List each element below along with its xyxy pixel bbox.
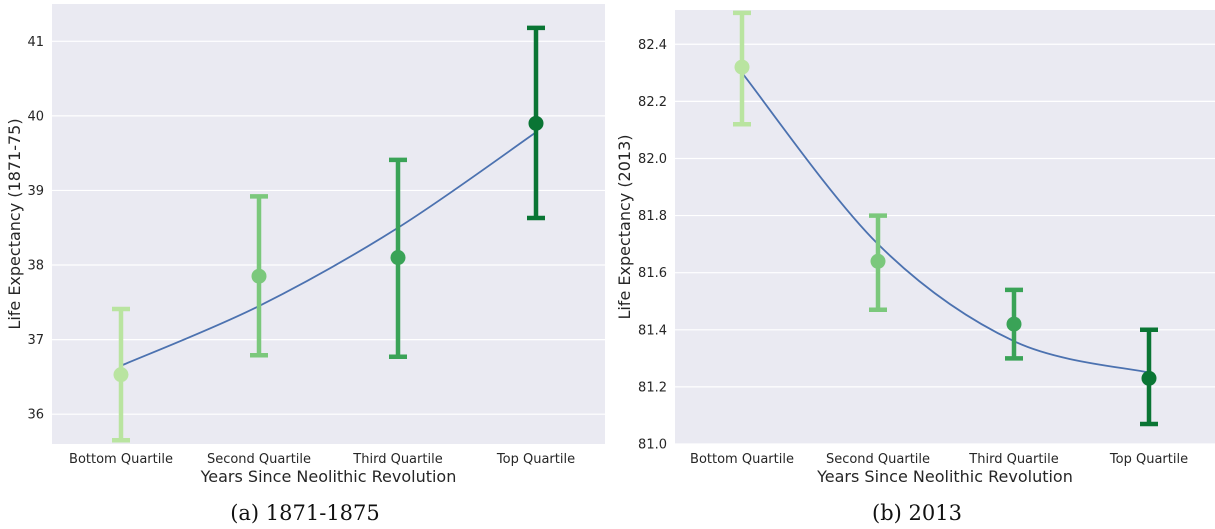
error-bar-1 xyxy=(112,306,130,443)
x-tick-label: Second Quartile xyxy=(207,452,311,467)
y-tick-label: 39 xyxy=(27,184,44,199)
x-tick-label: Third Quartile xyxy=(352,452,442,467)
x-tick-label: Top Quartile xyxy=(496,452,575,467)
error-bar-4 xyxy=(1140,327,1158,427)
y-tick-label: 81.0 xyxy=(638,438,667,453)
mean-point xyxy=(734,59,750,75)
y-axis-label: Life Expectancy (2013) xyxy=(615,134,634,319)
mean-point xyxy=(113,367,129,383)
y-tick-label: 82.4 xyxy=(638,38,667,53)
y-tick-label: 37 xyxy=(27,333,44,348)
mean-point xyxy=(1141,370,1157,386)
mean-point xyxy=(528,115,544,131)
x-tick-label: Second Quartile xyxy=(826,452,930,467)
fit-curve xyxy=(120,131,537,367)
plot-area xyxy=(52,4,605,444)
x-tick-label: Bottom Quartile xyxy=(690,452,794,467)
y-tick-label: 38 xyxy=(27,259,44,274)
x-axis-label: Years Since Neolithic Revolution xyxy=(816,467,1073,486)
y-tick-label: 36 xyxy=(27,408,44,423)
y-axis-label: Life Expectancy (1871-75) xyxy=(5,118,24,329)
x-tick-label: Bottom Quartile xyxy=(69,452,173,467)
x-tick-label: Third Quartile xyxy=(968,452,1058,467)
x-tick-label: Top Quartile xyxy=(1109,452,1188,467)
y-tick-label: 81.2 xyxy=(638,380,667,395)
y-tick-label: 82.0 xyxy=(638,152,667,167)
mean-point xyxy=(390,250,406,266)
y-tick-label: 82.2 xyxy=(638,95,667,110)
error-bar-3 xyxy=(389,157,407,359)
y-tick-label: 81.4 xyxy=(638,323,667,338)
mean-point xyxy=(1006,316,1022,332)
fit-curve xyxy=(741,72,1150,374)
caption: (b) 2013 xyxy=(872,501,962,525)
chart-panel-b: 81.0 81.2 81.4 81.6 81.8 82.0 82.2 82.4 Bottom Q… xyxy=(615,10,1215,525)
error-bar-3 xyxy=(1005,287,1023,361)
error-bar-2 xyxy=(250,194,268,358)
mean-point xyxy=(870,253,886,269)
error-bar-4 xyxy=(527,25,545,221)
caption: (a) 1871-1875 xyxy=(230,501,380,525)
error-bar-1 xyxy=(733,10,751,127)
y-tick-label: 41 xyxy=(27,35,44,50)
y-tick-label: 81.6 xyxy=(638,266,667,281)
error-bar-2 xyxy=(869,213,887,313)
y-tick-label: 40 xyxy=(27,109,44,124)
x-axis-label: Years Since Neolithic Revolution xyxy=(200,467,457,486)
y-tick-label: 81.8 xyxy=(638,209,667,224)
chart-panel-a: 36 37 38 39 40 41 Bottom Quartile Second Quarti… xyxy=(5,4,605,525)
mean-point xyxy=(251,268,267,284)
plot-area xyxy=(675,10,1215,444)
